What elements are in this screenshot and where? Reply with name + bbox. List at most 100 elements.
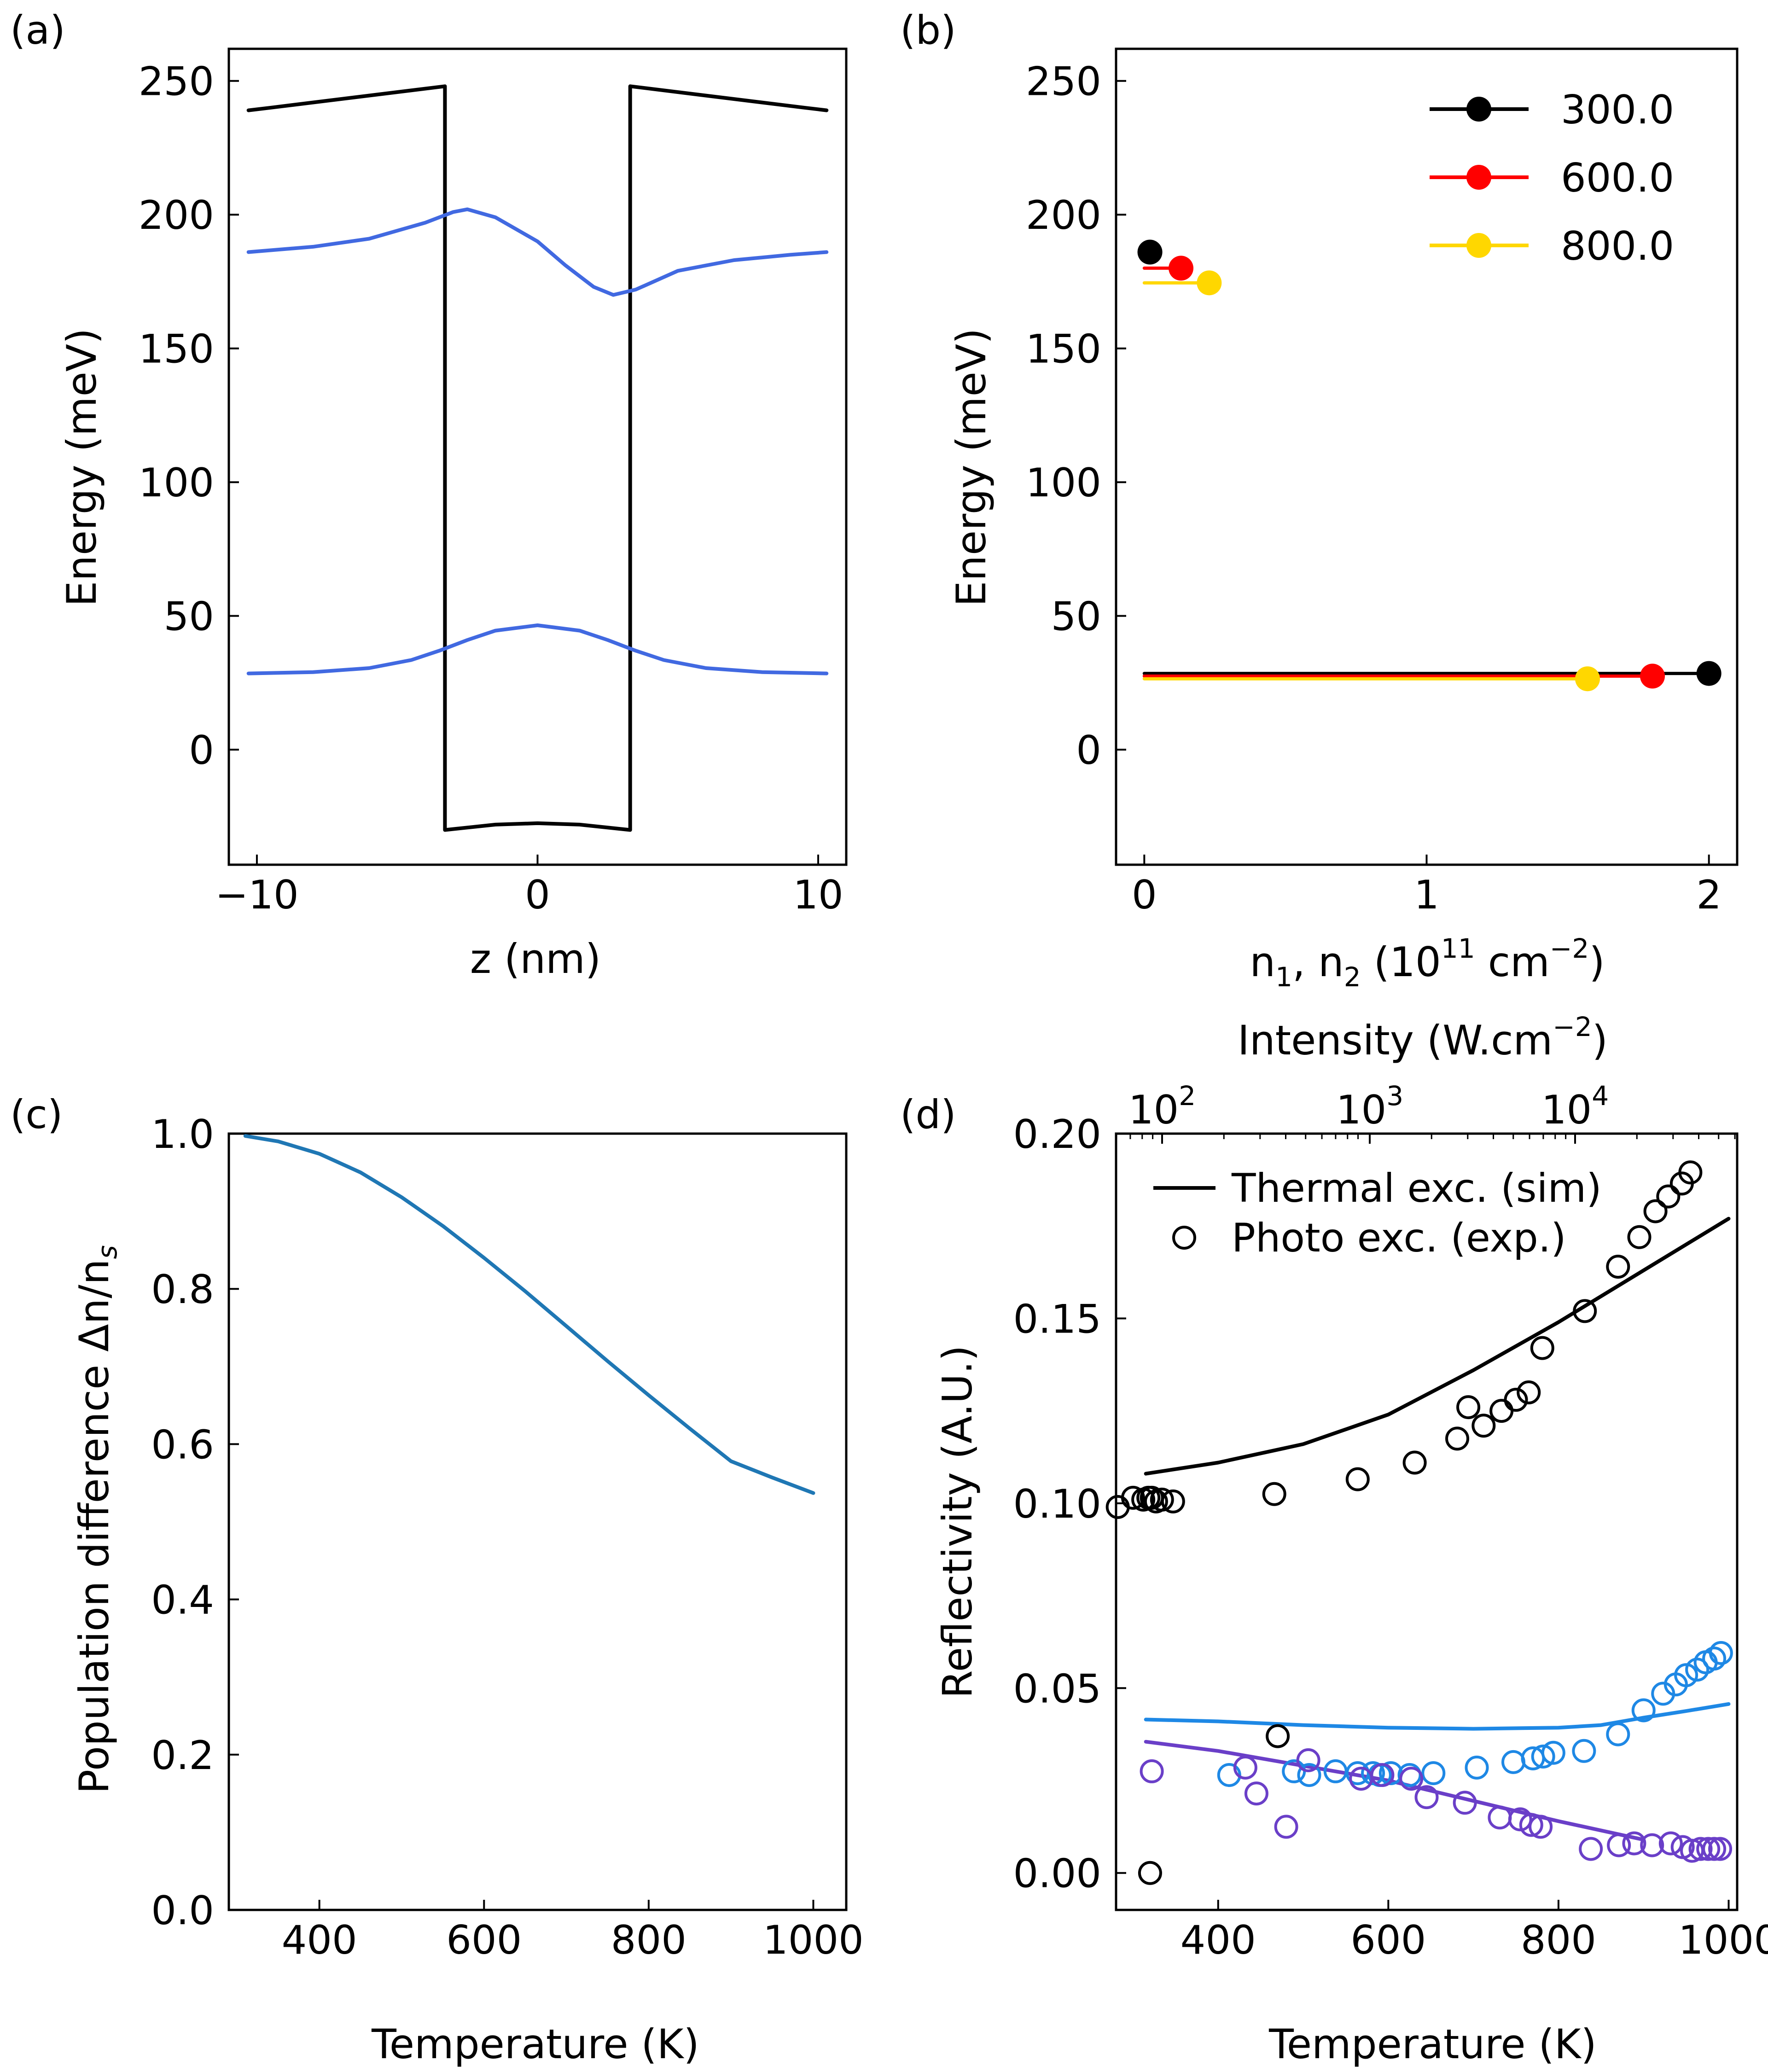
panel-d-point-exp-purple xyxy=(1708,1837,1733,1861)
x-tick-label: 600 xyxy=(446,1917,522,1963)
panel-d-top-xlabel: Intensity (W.cm−2) xyxy=(1238,1011,1608,1064)
y-tick-label: 0.10 xyxy=(1013,1481,1101,1527)
panel-d-point-exp-blue xyxy=(1631,1698,1656,1723)
panel-d-point-exp-black xyxy=(1530,1336,1554,1360)
panel-d-point-exp-black xyxy=(1471,1414,1496,1438)
panel-d-point-exp-black xyxy=(1517,1380,1541,1404)
panel-b-upper-marker-600.0 xyxy=(1169,256,1194,281)
y-tick-label: 0.0 xyxy=(151,1888,214,1934)
x-tick-label: −10 xyxy=(215,872,299,918)
y-tick-label: 200 xyxy=(1026,192,1101,239)
panel-c-ylabel: Population difference Δn/ns xyxy=(70,1245,123,1794)
panel-a-label: (a) xyxy=(10,7,65,53)
y-tick-label: 150 xyxy=(139,326,214,372)
y-tick-label: 250 xyxy=(139,59,214,105)
x-tick-label: 1000 xyxy=(763,1917,864,1963)
panel-d-point-exp-black-low xyxy=(1138,1861,1162,1885)
panel-d-point-exp-purple xyxy=(1140,1759,1164,1783)
panel-c-xlabel: Temperature (K) xyxy=(371,2020,699,2068)
panel-b-upper-marker-300.0 xyxy=(1137,239,1163,265)
legend-marker-600.0 xyxy=(1466,165,1491,190)
panel-b-lower-marker-800.0 xyxy=(1575,666,1600,692)
y-tick-label: 0.20 xyxy=(1013,1112,1101,1158)
panel-d-point-exp-purple xyxy=(1696,1837,1721,1861)
panel-d-point-exp-black xyxy=(1678,1160,1703,1185)
panel-d-point-exp-purple xyxy=(1414,1785,1439,1810)
y-tick-label: 100 xyxy=(1026,460,1101,506)
panel-d-point-exp-black xyxy=(1150,1487,1174,1512)
panel-d-point-exp-black xyxy=(1402,1450,1427,1475)
y-tick-label: 150 xyxy=(1026,326,1101,372)
y-tick-label: 200 xyxy=(139,192,214,239)
panel-d-point-exp-black xyxy=(1627,1225,1652,1249)
y-tick-label: 1.0 xyxy=(151,1112,214,1158)
panel-d-point-exp-purple xyxy=(1529,1815,1553,1839)
panel-b-xlabel: n1, n2 (1011 cm−2) xyxy=(1250,933,1605,993)
panel-d-point-exp-blue xyxy=(1531,1744,1555,1769)
panel-d-point-exp-black xyxy=(1489,1399,1514,1423)
panel-d-point-exp-purple xyxy=(1488,1805,1512,1830)
panel-a-ylabel: Energy (meV) xyxy=(58,328,105,607)
panel-d-point-exp-blue xyxy=(1709,1641,1733,1665)
top-tick-label: 102 xyxy=(1128,1080,1196,1133)
panel-d-point-exp-purple xyxy=(1399,1766,1424,1791)
y-tick-label: 0.05 xyxy=(1013,1666,1101,1712)
panel-d-point-exp-black xyxy=(1456,1395,1481,1420)
x-tick-label: 1000 xyxy=(1678,1917,1768,1963)
panel-d-point-exp-blue xyxy=(1501,1750,1525,1774)
panel-b-upper-marker-800.0 xyxy=(1197,270,1222,296)
panel-d-point-exp-blue xyxy=(1465,1755,1489,1780)
x-tick-label: 0 xyxy=(1132,872,1157,918)
panel-a-frame xyxy=(227,47,848,866)
panel-d-point-exp-black xyxy=(1606,1255,1630,1279)
panel-c-frame xyxy=(227,1132,848,1911)
x-tick-label: 10 xyxy=(793,872,843,918)
legend-label: Thermal exc. (sim) xyxy=(1231,1165,1602,1211)
x-tick-label: 800 xyxy=(611,1917,686,1963)
y-tick-label: 0.00 xyxy=(1013,1851,1101,1897)
panel-d-xlabel: Temperature (K) xyxy=(1268,2020,1597,2068)
panel-d-frame xyxy=(1115,1132,1739,1911)
panel-d-point-exp-purple xyxy=(1622,1831,1646,1856)
panel-d-point-exp-purple xyxy=(1508,1807,1532,1832)
x-tick-label: 400 xyxy=(1181,1917,1256,1963)
panel-d-point-exp-blue xyxy=(1702,1647,1727,1671)
panel-d-point-exp-purple xyxy=(1453,1791,1477,1815)
panel-d-point-exp-purple xyxy=(1519,1813,1543,1837)
panel-b-label: (b) xyxy=(900,7,956,53)
panel-d-point-exp-blue xyxy=(1297,1763,1321,1787)
legend-label: 800.0 xyxy=(1561,223,1674,269)
panel-b-lower-marker-600.0 xyxy=(1640,664,1665,689)
y-tick-label: 100 xyxy=(139,460,214,506)
panel-d-sim-blue xyxy=(1144,1702,1731,1731)
y-tick-label: 0.2 xyxy=(151,1733,214,1779)
panel-c-label: (c) xyxy=(10,1092,63,1138)
legend-label: 600.0 xyxy=(1561,155,1674,201)
panel-d-sim-purple xyxy=(1144,1740,1646,1842)
panel-d-point-exp-black xyxy=(1656,1184,1681,1209)
y-tick-label: 0.4 xyxy=(151,1577,214,1624)
y-tick-label: 0 xyxy=(189,728,214,774)
legend-label: 300.0 xyxy=(1561,87,1674,133)
panel-d-point-exp-purple xyxy=(1658,1831,1683,1856)
panel-d-sim-black xyxy=(1144,1216,1731,1476)
panel-d-point-exp-black xyxy=(1161,1489,1185,1513)
panel-d-point-exp-purple xyxy=(1640,1833,1664,1857)
panel-d-ylabel: Reflectivity (A.U.) xyxy=(934,1345,981,1699)
panel-d-label: (d) xyxy=(900,1092,956,1138)
panel-d-point-exp-black xyxy=(1105,1495,1130,1519)
panel-d-point-exp-black xyxy=(1573,1299,1597,1323)
y-tick-label: 50 xyxy=(1051,594,1101,640)
panel-b-ylabel: Energy (meV) xyxy=(948,328,995,607)
panel-d-point-exp-purple xyxy=(1274,1815,1298,1839)
panel-d-point-exp-purple xyxy=(1370,1763,1395,1787)
panel-d-point-exp-blue xyxy=(1421,1761,1446,1785)
panel-a-line-state-1 xyxy=(246,623,829,675)
panel-d-point-exp-black xyxy=(1504,1388,1528,1412)
legend-marker-exp xyxy=(1172,1226,1196,1250)
x-tick-label: 0 xyxy=(525,872,550,918)
y-tick-label: 0.8 xyxy=(151,1267,214,1313)
panel-d-point-exp-black xyxy=(1121,1485,1145,1510)
